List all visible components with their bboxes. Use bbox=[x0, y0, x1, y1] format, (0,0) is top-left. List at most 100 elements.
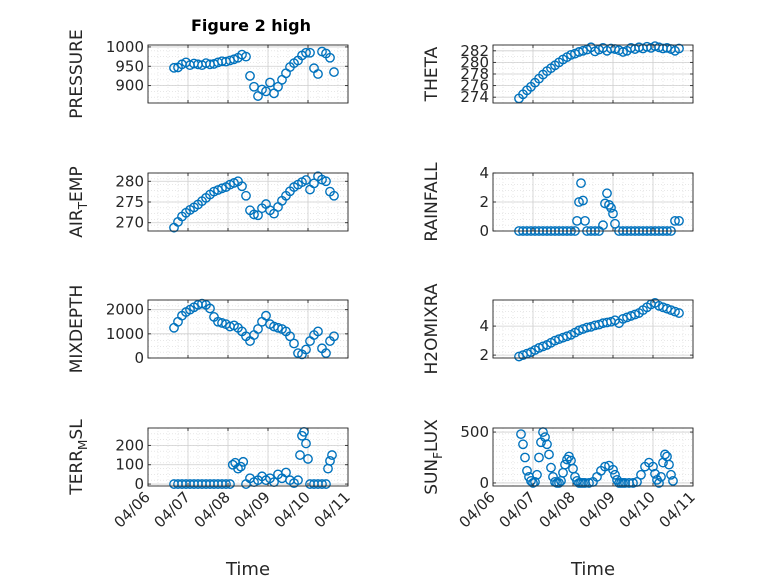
xtick-label: 04/07 bbox=[496, 488, 539, 531]
data-point bbox=[664, 459, 674, 470]
data-point bbox=[321, 348, 331, 359]
data-point bbox=[325, 455, 335, 466]
data-point bbox=[301, 175, 311, 185]
data-point bbox=[313, 326, 323, 337]
data-point bbox=[235, 461, 246, 472]
data-point bbox=[518, 439, 528, 450]
data-point bbox=[301, 344, 311, 355]
data-point bbox=[313, 69, 323, 79]
data-point bbox=[656, 471, 666, 482]
data-point bbox=[670, 215, 680, 226]
data-point bbox=[618, 47, 628, 57]
ylabel-7: SUNFLUX bbox=[422, 419, 445, 495]
ytick-label: 900 bbox=[115, 77, 144, 95]
data-point bbox=[604, 199, 614, 210]
data-point bbox=[273, 322, 283, 333]
data-point bbox=[249, 209, 259, 220]
data-point bbox=[281, 467, 291, 478]
data-point bbox=[584, 478, 594, 488]
ytick-label: 282 bbox=[460, 42, 489, 60]
data-point bbox=[606, 202, 616, 213]
data-point bbox=[674, 215, 684, 226]
data-point bbox=[610, 218, 620, 229]
ylabel-0: PRESSURE bbox=[67, 29, 87, 118]
figure-title: Figure 2 high bbox=[191, 16, 311, 35]
ylabel-1: THETA bbox=[422, 46, 442, 102]
data-point bbox=[217, 318, 227, 328]
data-point bbox=[666, 469, 676, 480]
data-point bbox=[301, 438, 311, 449]
data-point bbox=[295, 450, 305, 460]
ylabel-5: H2OMIXRA bbox=[422, 283, 442, 374]
ytick-label: 1000 bbox=[106, 38, 144, 56]
data-point bbox=[169, 62, 179, 73]
data-point bbox=[205, 303, 215, 314]
data-point bbox=[532, 469, 542, 480]
data-point bbox=[197, 298, 207, 309]
data-point bbox=[321, 176, 331, 187]
ytick-label: 275 bbox=[115, 193, 144, 211]
xtick-label: 04/08 bbox=[536, 488, 579, 531]
data-point bbox=[608, 464, 618, 475]
data-point bbox=[648, 461, 658, 472]
ylabel-6: TERRMSL bbox=[67, 419, 90, 496]
data-point bbox=[540, 432, 550, 443]
data-point bbox=[329, 190, 339, 201]
subplot-air-temp: 270 275 280 AIRTEMP bbox=[67, 166, 349, 238]
data-point bbox=[636, 469, 646, 480]
subplot-rainfall: 0 2 4 RAINFALL bbox=[422, 162, 694, 242]
data-point bbox=[289, 338, 299, 349]
xlabel: Time bbox=[570, 559, 615, 580]
data-point bbox=[542, 439, 552, 450]
data-point bbox=[516, 429, 526, 440]
data-point bbox=[674, 43, 684, 54]
data-point bbox=[546, 462, 556, 473]
ytick-label: 200 bbox=[115, 436, 144, 454]
data-point bbox=[522, 465, 532, 476]
data-point bbox=[241, 190, 251, 201]
data-point bbox=[327, 450, 337, 460]
data-point bbox=[253, 210, 263, 221]
data-point bbox=[233, 463, 243, 474]
data-point bbox=[554, 478, 564, 488]
data-point bbox=[329, 331, 339, 342]
data-point bbox=[225, 479, 235, 489]
data-point bbox=[285, 331, 295, 342]
data-point bbox=[660, 449, 670, 460]
axes-box bbox=[147, 44, 349, 104]
data-point bbox=[317, 479, 327, 489]
xtick-label: 04/07 bbox=[151, 488, 194, 531]
ytick-label: 2 bbox=[479, 193, 489, 211]
data-point bbox=[221, 479, 231, 489]
ytick-label: 270 bbox=[115, 214, 144, 232]
xtick-label: 04/08 bbox=[191, 488, 234, 531]
data-point bbox=[303, 454, 313, 464]
data-point bbox=[245, 71, 255, 81]
ytick-label: 0 bbox=[479, 222, 489, 240]
ytick-label: 276 bbox=[460, 77, 489, 95]
ytick-label: 4 bbox=[479, 164, 489, 182]
data-point bbox=[253, 324, 263, 334]
ytick-label: 0 bbox=[479, 474, 489, 492]
ytick-label: 1000 bbox=[106, 325, 144, 343]
ytick-label: 280 bbox=[115, 172, 144, 190]
subplot-h2omixra: 2 4 H2OMIXRA bbox=[422, 283, 694, 375]
xlabel: Time bbox=[225, 559, 270, 580]
data-point bbox=[534, 452, 544, 463]
xtick-label: 04/06 bbox=[456, 488, 499, 531]
data-point bbox=[261, 310, 271, 321]
xtick-label: 04/09 bbox=[576, 488, 619, 531]
ytick-label: 4 bbox=[479, 317, 489, 335]
ytick-label: 100 bbox=[115, 456, 144, 474]
xtick-label: 04/11 bbox=[311, 488, 354, 531]
ytick-label: 0 bbox=[134, 475, 144, 493]
xtick-label: 04/06 bbox=[111, 488, 154, 531]
ytick-label: 500 bbox=[460, 423, 489, 441]
data-point bbox=[321, 479, 331, 489]
xtick-label: 04/09 bbox=[231, 488, 274, 531]
data-point bbox=[237, 181, 247, 192]
data-point bbox=[576, 178, 586, 189]
